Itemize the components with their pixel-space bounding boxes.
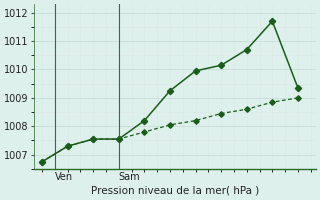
X-axis label: Pression niveau de la mer( hPa ): Pression niveau de la mer( hPa ) [91, 186, 259, 196]
